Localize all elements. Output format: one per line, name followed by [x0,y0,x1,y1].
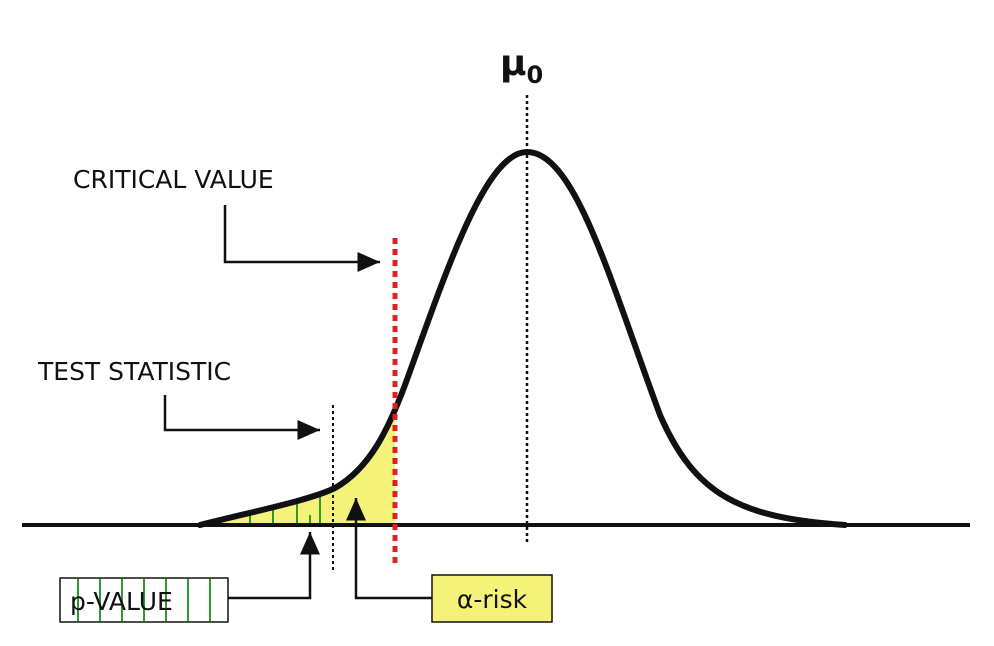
test-statistic-arrow [163,395,320,440]
alpha-region [200,405,395,525]
test-statistic-label: TEST STATISTIC [37,357,231,386]
alpha-risk-arrow [346,498,432,600]
p-value-arrow [228,532,320,600]
p-value-label: p-VALUE [70,587,173,616]
alpha-risk-label: α-risk [457,585,528,614]
bell-curve [197,148,848,528]
mean-label: μ0 [500,43,543,89]
p-value-box-hatch [77,579,211,621]
critical-value-label: CRITICAL VALUE [73,165,274,194]
critical-arrow [223,205,380,272]
